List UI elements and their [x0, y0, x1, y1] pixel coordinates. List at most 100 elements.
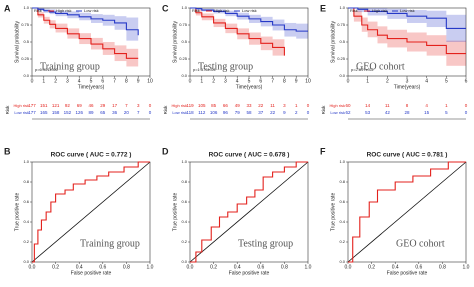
- risk-count: 49: [235, 103, 241, 108]
- x-tick-label: 0: [31, 78, 34, 84]
- roc-title: ROC curve ( AUC = 0.781 ): [367, 152, 448, 159]
- y-tick-label: 0.0: [339, 259, 345, 264]
- confidence-band: [126, 17, 139, 41]
- confidence-band: [426, 10, 447, 28]
- risk-row-label: Low risk: [172, 110, 187, 115]
- legend-label: High risk: [214, 8, 230, 13]
- x-tick-label: 1: [366, 78, 369, 84]
- y-tick-label: 0.25: [337, 56, 346, 61]
- x-tick-label: 6: [101, 78, 104, 84]
- survival-curve: [190, 7, 285, 56]
- x-tick-label: 0.8: [281, 264, 288, 270]
- risk-count: 42: [385, 110, 391, 115]
- risk-count: 65: [100, 110, 106, 115]
- group-label: Testing group: [238, 238, 293, 249]
- y-tick-label: 0.4: [339, 219, 345, 224]
- risk-row-label: Low risk: [14, 110, 29, 115]
- risk-count: 152: [64, 110, 72, 115]
- legend-title: Risk: [350, 8, 358, 13]
- y-tick-label: 0.0: [23, 73, 29, 78]
- survival-curve: [32, 7, 139, 36]
- x-tick-label: 0.4: [76, 264, 83, 270]
- risk-count: 22: [258, 103, 264, 108]
- risk-count: 22: [270, 110, 276, 115]
- y-tick-label: 0.2: [339, 239, 345, 244]
- y-tick-label: 1.0: [181, 159, 187, 164]
- risk-count: 105: [198, 103, 206, 108]
- legend-label: Low risk: [400, 8, 415, 13]
- x-tick-label: 10: [147, 78, 153, 84]
- risk-count: 89: [88, 110, 94, 115]
- risk-count: 3: [137, 103, 140, 108]
- risk-count: 11: [270, 103, 275, 108]
- risk-count: 0: [465, 103, 468, 108]
- x-tick-label: 6: [465, 78, 468, 84]
- risk-count: 119: [186, 103, 194, 108]
- y-tick-label: 1.0: [23, 159, 29, 164]
- y-tick-label: 0.5: [23, 39, 29, 44]
- risk-count: 5: [445, 110, 448, 115]
- y-tick-label: 0.0: [23, 259, 29, 264]
- risk-count: 62: [345, 110, 351, 115]
- risk-count: 1: [445, 103, 448, 108]
- panel-letter: A: [4, 3, 11, 13]
- y-tick-label: 0.25: [179, 56, 188, 61]
- risk-count: 85: [211, 103, 217, 108]
- y-tick-label: 0.6: [339, 199, 345, 204]
- y-tick-label: 1.0: [23, 5, 29, 10]
- x-tick-label: 0.6: [257, 264, 264, 270]
- y-axis-label: True positive rate: [330, 193, 336, 232]
- risk-count: 2: [295, 110, 298, 115]
- y-tick-label: 0.0: [339, 73, 345, 78]
- x-tick-label: 8: [283, 78, 286, 84]
- y-tick-label: 0.8: [23, 179, 29, 184]
- survival-curve: [190, 7, 308, 32]
- risk-count: 28: [404, 110, 410, 115]
- panel-letter: F: [320, 146, 326, 156]
- diagonal: [31, 161, 151, 263]
- x-tick-label: 7: [113, 78, 116, 84]
- risk-count: 14: [365, 103, 371, 108]
- risk-count: 29: [100, 103, 106, 108]
- x-tick-label: 10: [305, 78, 311, 84]
- y-tick-label: 1.0: [339, 5, 345, 10]
- risk-row-label: High risk: [171, 103, 187, 108]
- risk-count: 165: [40, 110, 48, 115]
- panel-letter: D: [162, 146, 169, 156]
- risk-count: 37: [258, 110, 264, 115]
- roc-curve: [32, 161, 150, 263]
- risk-count: 177: [28, 110, 36, 115]
- confidence-band: [357, 8, 368, 13]
- x-tick-label: 5: [445, 78, 448, 84]
- risk-count: 7: [137, 110, 140, 115]
- risk-row-label: Low risk: [330, 110, 345, 115]
- group-label: Training group: [80, 238, 140, 249]
- risk-count: 0: [149, 110, 152, 115]
- legend-label: High risk: [56, 8, 72, 13]
- risk-count: 106: [210, 110, 218, 115]
- risk-title: Risk: [163, 105, 168, 114]
- y-tick-label: 0.75: [337, 22, 346, 27]
- risk-count: 118: [186, 110, 194, 115]
- legend-label: Low risk: [242, 8, 257, 13]
- x-tick-label: 0.0: [187, 264, 194, 270]
- panel-letter: E: [320, 3, 326, 13]
- risk-count: 33: [246, 103, 252, 108]
- y-tick-label: 0.4: [23, 219, 29, 224]
- y-tick-label: 0.6: [181, 199, 187, 204]
- x-tick-label: 1: [200, 78, 203, 84]
- x-axis-label: Time(years): [394, 84, 421, 90]
- x-tick-label: 0.4: [234, 264, 241, 270]
- risk-count: 60: [345, 103, 351, 108]
- roc-curve: [348, 161, 466, 263]
- y-tick-label: 0.8: [181, 179, 187, 184]
- x-tick-label: 0.8: [123, 264, 130, 270]
- risk-row-label: High risk: [13, 103, 29, 108]
- risk-title: Risk: [321, 105, 326, 114]
- y-tick-label: 0.0: [181, 259, 187, 264]
- legend-title: Risk: [192, 8, 200, 13]
- risk-count: 79: [235, 110, 241, 115]
- risk-count: 151: [40, 103, 48, 108]
- panel-letter: C: [162, 3, 169, 13]
- group-label: Testing group: [198, 61, 253, 72]
